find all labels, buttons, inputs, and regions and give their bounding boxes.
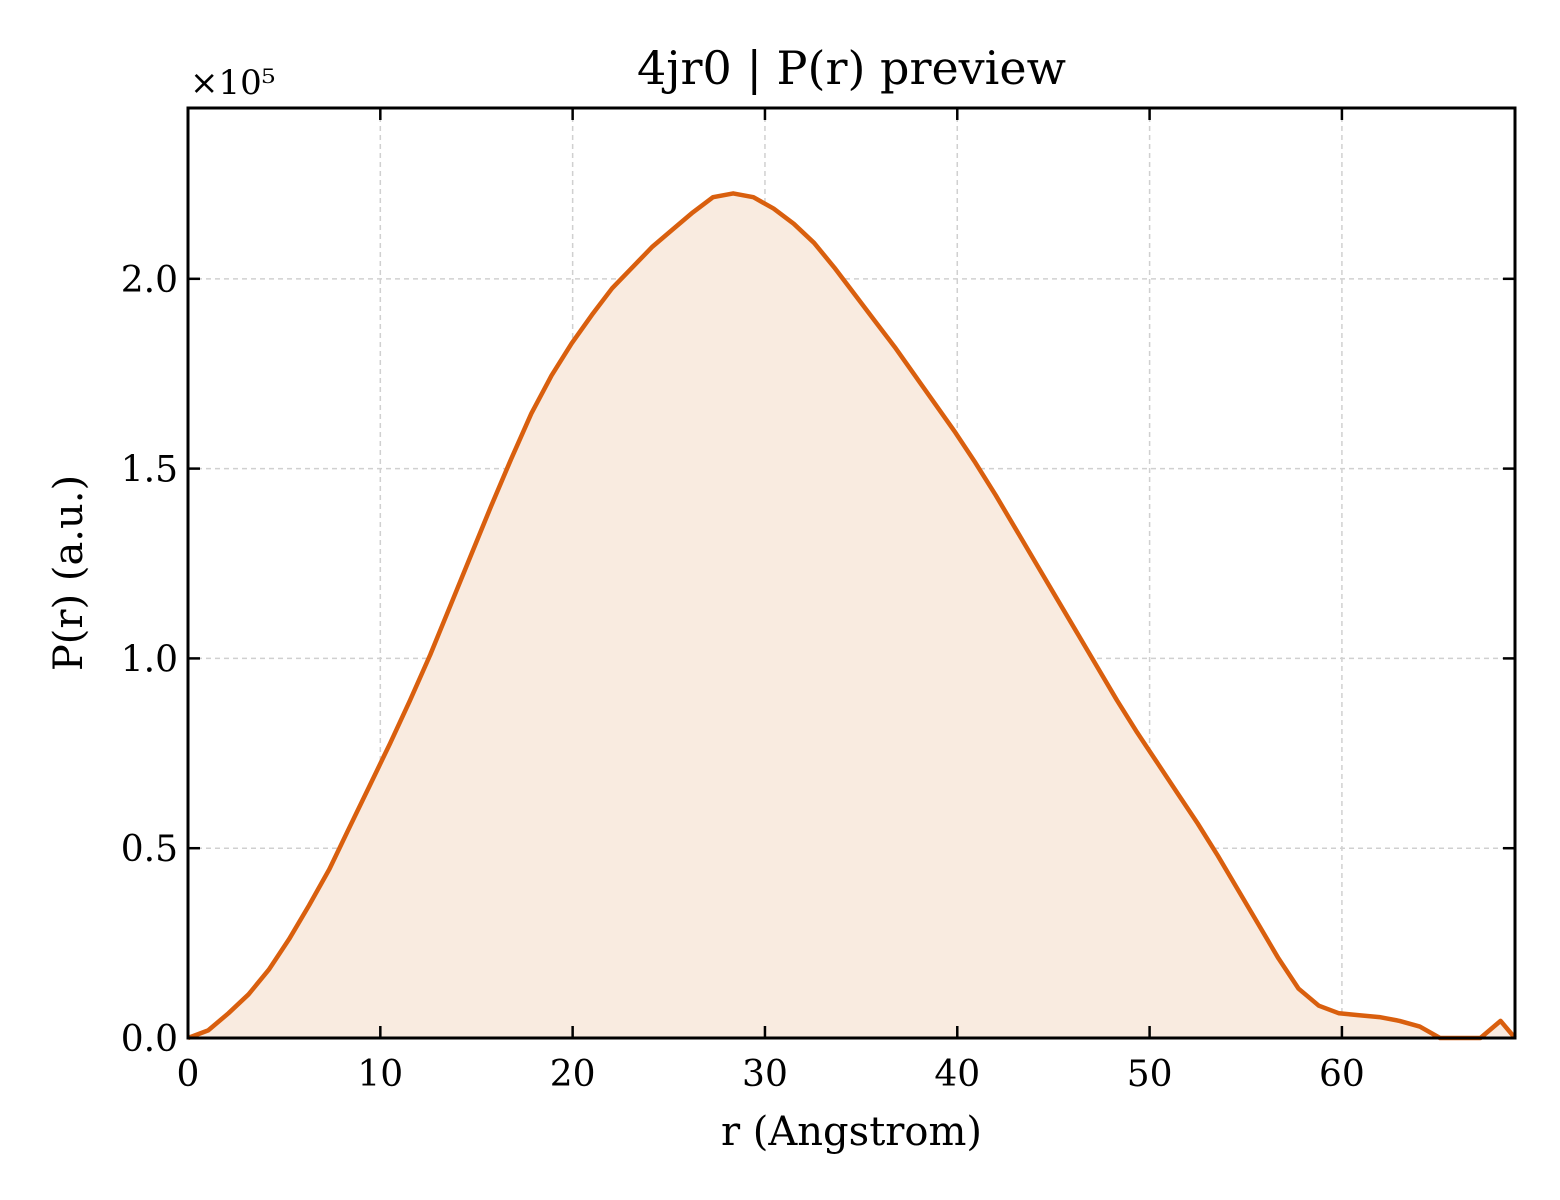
x-tick-label: 0 <box>177 1054 200 1095</box>
chart-title: 4jr0 | P(r) preview <box>637 41 1066 95</box>
y-tick-label: 2.0 <box>121 260 178 301</box>
series-line <box>187 191 1517 1041</box>
x-tick-label: 50 <box>1127 1054 1173 1095</box>
plot-frame <box>186 106 1517 1040</box>
y-tick-label: 1.0 <box>121 639 178 680</box>
x-axis-label: r (Angstrom) <box>721 1109 982 1155</box>
x-tick-label: 20 <box>550 1054 596 1095</box>
y-tick-label: 0.0 <box>121 1019 178 1060</box>
x-tick-label: 30 <box>742 1054 788 1095</box>
axis-ticks: 0 10 20 30 40 50 60 0.0 0.5 1.0 1.5 2.0 <box>121 108 1515 1095</box>
x-tick-label: 40 <box>934 1054 980 1095</box>
y-tick-label: 0.5 <box>121 829 178 870</box>
x-tick-label: 60 <box>1319 1054 1365 1095</box>
y-axis-label: P(r) (a.u.) <box>46 475 92 671</box>
x-tick-label: 10 <box>357 1054 403 1095</box>
series-area-fill <box>188 193 1515 1038</box>
y-tick-label: 1.5 <box>121 450 178 491</box>
y-axis-offset-label: ×10⁵ <box>190 63 275 103</box>
